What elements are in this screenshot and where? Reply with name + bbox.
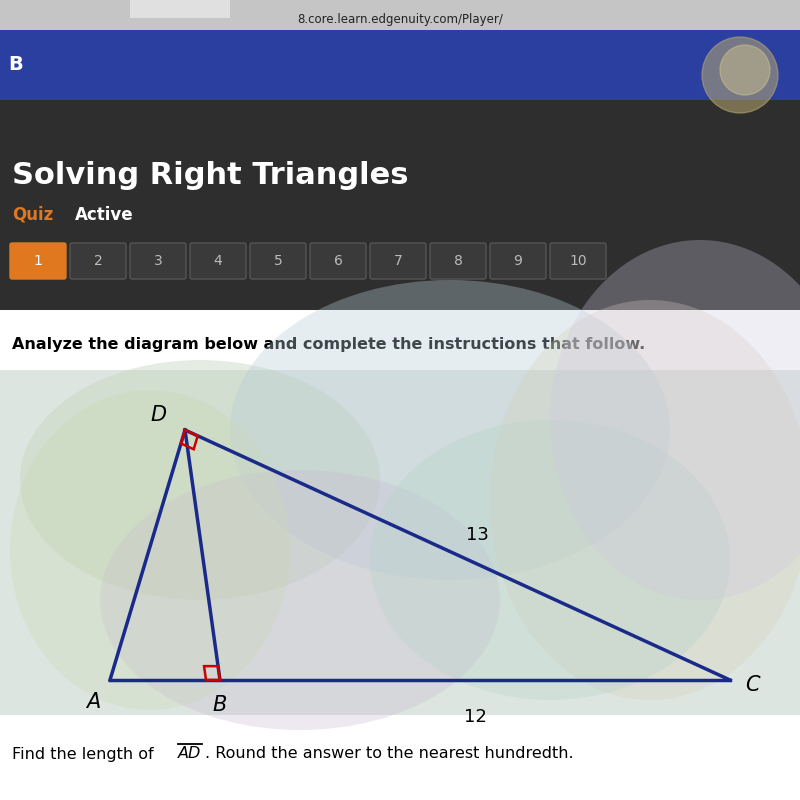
FancyBboxPatch shape bbox=[250, 243, 306, 279]
FancyBboxPatch shape bbox=[310, 243, 366, 279]
Text: B: B bbox=[8, 55, 22, 74]
FancyBboxPatch shape bbox=[70, 243, 126, 279]
Ellipse shape bbox=[550, 240, 800, 600]
Text: 5: 5 bbox=[274, 254, 282, 268]
Text: 12: 12 bbox=[463, 708, 486, 726]
FancyBboxPatch shape bbox=[190, 243, 246, 279]
Text: D: D bbox=[151, 405, 167, 425]
FancyBboxPatch shape bbox=[130, 243, 186, 279]
Text: B: B bbox=[213, 695, 227, 715]
Text: Find the length of: Find the length of bbox=[12, 746, 158, 762]
FancyBboxPatch shape bbox=[430, 243, 486, 279]
Ellipse shape bbox=[230, 280, 670, 580]
Text: C: C bbox=[745, 675, 760, 695]
Text: 13: 13 bbox=[466, 526, 489, 544]
Text: AD: AD bbox=[178, 746, 202, 762]
Text: 2: 2 bbox=[94, 254, 102, 268]
Circle shape bbox=[720, 45, 770, 95]
Text: 4: 4 bbox=[214, 254, 222, 268]
Text: 10: 10 bbox=[569, 254, 587, 268]
Ellipse shape bbox=[20, 360, 380, 600]
Text: Quiz: Quiz bbox=[12, 206, 54, 224]
Bar bbox=[0, 100, 800, 310]
Text: Analyze the diagram below and complete the instructions that follow.: Analyze the diagram below and complete t… bbox=[12, 338, 646, 353]
Text: . Round the answer to the nearest hundredth.: . Round the answer to the nearest hundre… bbox=[205, 746, 574, 762]
Circle shape bbox=[702, 37, 778, 113]
FancyBboxPatch shape bbox=[490, 243, 546, 279]
Bar bbox=[0, 310, 800, 800]
Text: 3: 3 bbox=[154, 254, 162, 268]
Text: 1: 1 bbox=[34, 254, 42, 268]
Text: 8.core.learn.edgenuity.com/Player/: 8.core.learn.edgenuity.com/Player/ bbox=[297, 14, 503, 26]
Text: 7: 7 bbox=[394, 254, 402, 268]
Text: Active: Active bbox=[75, 206, 134, 224]
Ellipse shape bbox=[100, 470, 500, 730]
Bar bbox=[130, 0, 230, 18]
Text: A: A bbox=[86, 692, 100, 712]
FancyBboxPatch shape bbox=[370, 243, 426, 279]
FancyBboxPatch shape bbox=[10, 243, 66, 279]
Text: Solving Right Triangles: Solving Right Triangles bbox=[12, 161, 409, 190]
Ellipse shape bbox=[370, 420, 730, 700]
Text: 6: 6 bbox=[334, 254, 342, 268]
Ellipse shape bbox=[10, 390, 290, 710]
Ellipse shape bbox=[490, 300, 800, 700]
Text: 8: 8 bbox=[454, 254, 462, 268]
Bar bbox=[0, 370, 800, 715]
FancyBboxPatch shape bbox=[550, 243, 606, 279]
Bar bbox=[0, 0, 800, 30]
Text: 9: 9 bbox=[514, 254, 522, 268]
Bar bbox=[0, 30, 800, 100]
